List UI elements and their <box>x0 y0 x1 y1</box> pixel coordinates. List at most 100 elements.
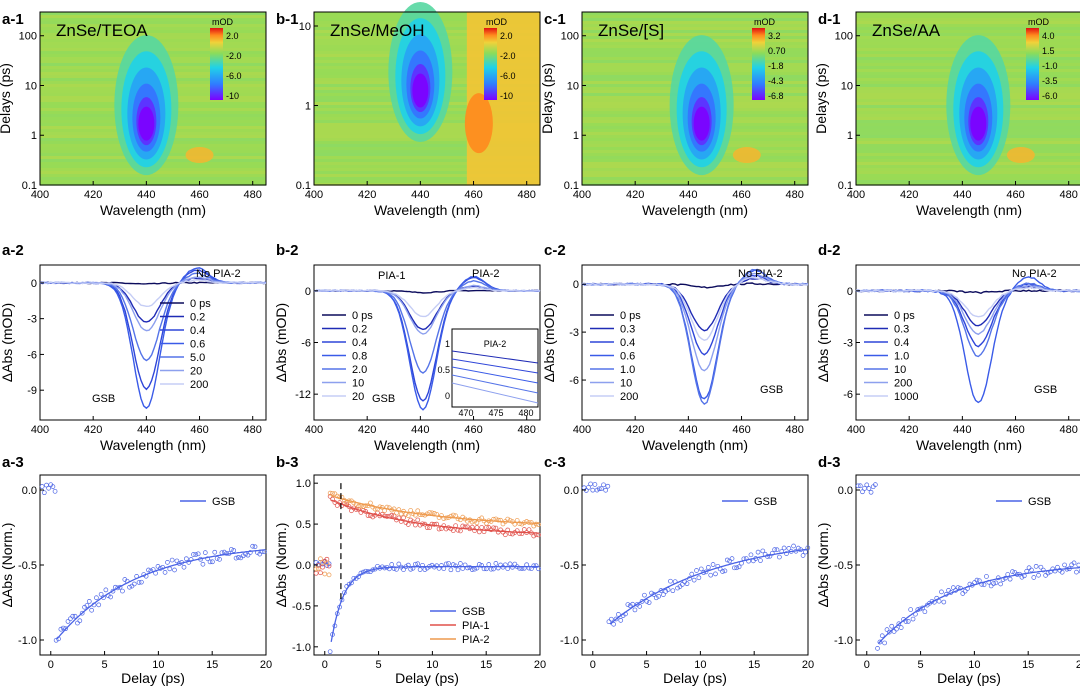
heatmap-noise <box>856 18 1080 21</box>
spectrum-line <box>39 267 267 410</box>
heatmap-noise <box>582 18 808 21</box>
heatmap-noise <box>314 150 540 153</box>
data-point <box>939 589 944 595</box>
x-tick-label: 480 <box>244 424 262 436</box>
data-point <box>922 609 928 615</box>
legend-label: 10 <box>894 364 906 376</box>
x-axis-title: Delay (ps) <box>663 670 727 686</box>
spectrum-line <box>855 282 1080 358</box>
data-point <box>458 528 463 534</box>
data-point <box>231 548 237 553</box>
data-point <box>363 503 369 509</box>
data-point <box>857 483 863 489</box>
y-tick-label: 0.1 <box>296 180 311 192</box>
data-point <box>599 486 604 491</box>
data-point <box>318 570 323 576</box>
heatmap-noise <box>856 30 1080 33</box>
data-point <box>784 551 789 556</box>
data-point <box>536 522 541 527</box>
data-point <box>429 521 435 527</box>
legend-label: 0 ps <box>352 310 373 322</box>
y-tick-label: -6 <box>569 375 579 387</box>
data-point <box>781 545 787 551</box>
data-point <box>479 525 485 530</box>
data-point <box>1076 562 1080 568</box>
y-tick-label: 100 <box>561 31 579 43</box>
data-point <box>356 503 361 509</box>
data-point <box>724 557 730 563</box>
colorbar-tick-label: -2.0 <box>226 51 242 61</box>
data-point <box>450 528 456 533</box>
x-tick-label: 440 <box>679 424 697 436</box>
data-point <box>484 566 489 572</box>
data-point <box>408 566 413 572</box>
annotation-gsb: GSB <box>760 384 783 396</box>
data-point <box>661 592 666 597</box>
x-tick-label: 400 <box>31 189 49 201</box>
y-tick-label: -0.5 <box>560 560 579 572</box>
data-point <box>165 560 170 565</box>
y-tick-label: 1.0 <box>296 478 311 490</box>
y-tick-label: -1.0 <box>292 642 311 654</box>
colorbar-tick-label: -10 <box>226 91 239 101</box>
data-point <box>103 587 109 593</box>
heatmap-noise <box>314 141 540 144</box>
x-tick-label: 400 <box>305 424 323 436</box>
data-point <box>903 619 909 624</box>
data-point <box>58 626 64 632</box>
data-point <box>646 600 652 605</box>
colorbar-tick-label: 2.0 <box>226 31 239 41</box>
data-point <box>195 551 201 557</box>
heatmap-pia-hotspot <box>464 93 493 154</box>
data-point <box>115 585 121 591</box>
data-point <box>665 587 671 592</box>
data-point <box>486 562 492 567</box>
data-point <box>465 565 470 571</box>
spectrum-line <box>39 269 267 391</box>
data-point <box>324 560 330 566</box>
y-tick-label: -1.0 <box>18 635 37 647</box>
data-point <box>60 625 66 631</box>
data-point <box>108 594 113 600</box>
y-tick-label: -6 <box>301 338 311 350</box>
data-point <box>217 556 222 562</box>
data-point <box>431 521 437 527</box>
data-point <box>772 547 777 552</box>
y-tick-label: 0 <box>305 286 311 298</box>
data-point <box>586 485 591 490</box>
data-point <box>625 602 631 607</box>
heatmap-noise <box>40 30 266 33</box>
data-point <box>236 555 241 560</box>
data-point <box>349 508 354 514</box>
colorbar-tick-label: -4.3 <box>768 76 784 86</box>
x-tick-label: 420 <box>358 424 376 436</box>
y-tick-label: 10 <box>25 80 37 92</box>
y-tick-label: -0.5 <box>834 560 853 572</box>
y-tick-label: -12 <box>295 389 311 401</box>
x-tick-label: 440 <box>953 424 971 436</box>
x-tick-label: 0 <box>590 659 596 671</box>
panel-label: d-3 <box>818 454 841 471</box>
y-tick-label: 0.5 <box>296 519 311 531</box>
data-point <box>75 620 80 626</box>
data-point <box>988 583 994 589</box>
data-point <box>616 612 621 617</box>
x-tick-label: 400 <box>573 424 591 436</box>
data-point <box>422 567 428 572</box>
data-point <box>389 512 395 518</box>
heatmap-noise <box>314 147 540 150</box>
data-point <box>436 526 442 532</box>
data-point <box>960 591 966 596</box>
data-point <box>877 639 883 645</box>
data-point <box>431 511 437 516</box>
heatmap-noise <box>582 24 808 27</box>
heatmap-gsb-contour <box>693 106 710 141</box>
x-tick-label: 440 <box>679 189 697 201</box>
data-point <box>63 626 68 632</box>
x-tick-label: 460 <box>464 189 482 201</box>
y-tick-label: -1.0 <box>560 635 579 647</box>
data-point <box>455 567 461 573</box>
y-axis-title: ΔAbs (mOD) <box>273 303 289 382</box>
heatmap-noise <box>314 162 540 165</box>
x-tick-label: 0 <box>864 659 870 671</box>
